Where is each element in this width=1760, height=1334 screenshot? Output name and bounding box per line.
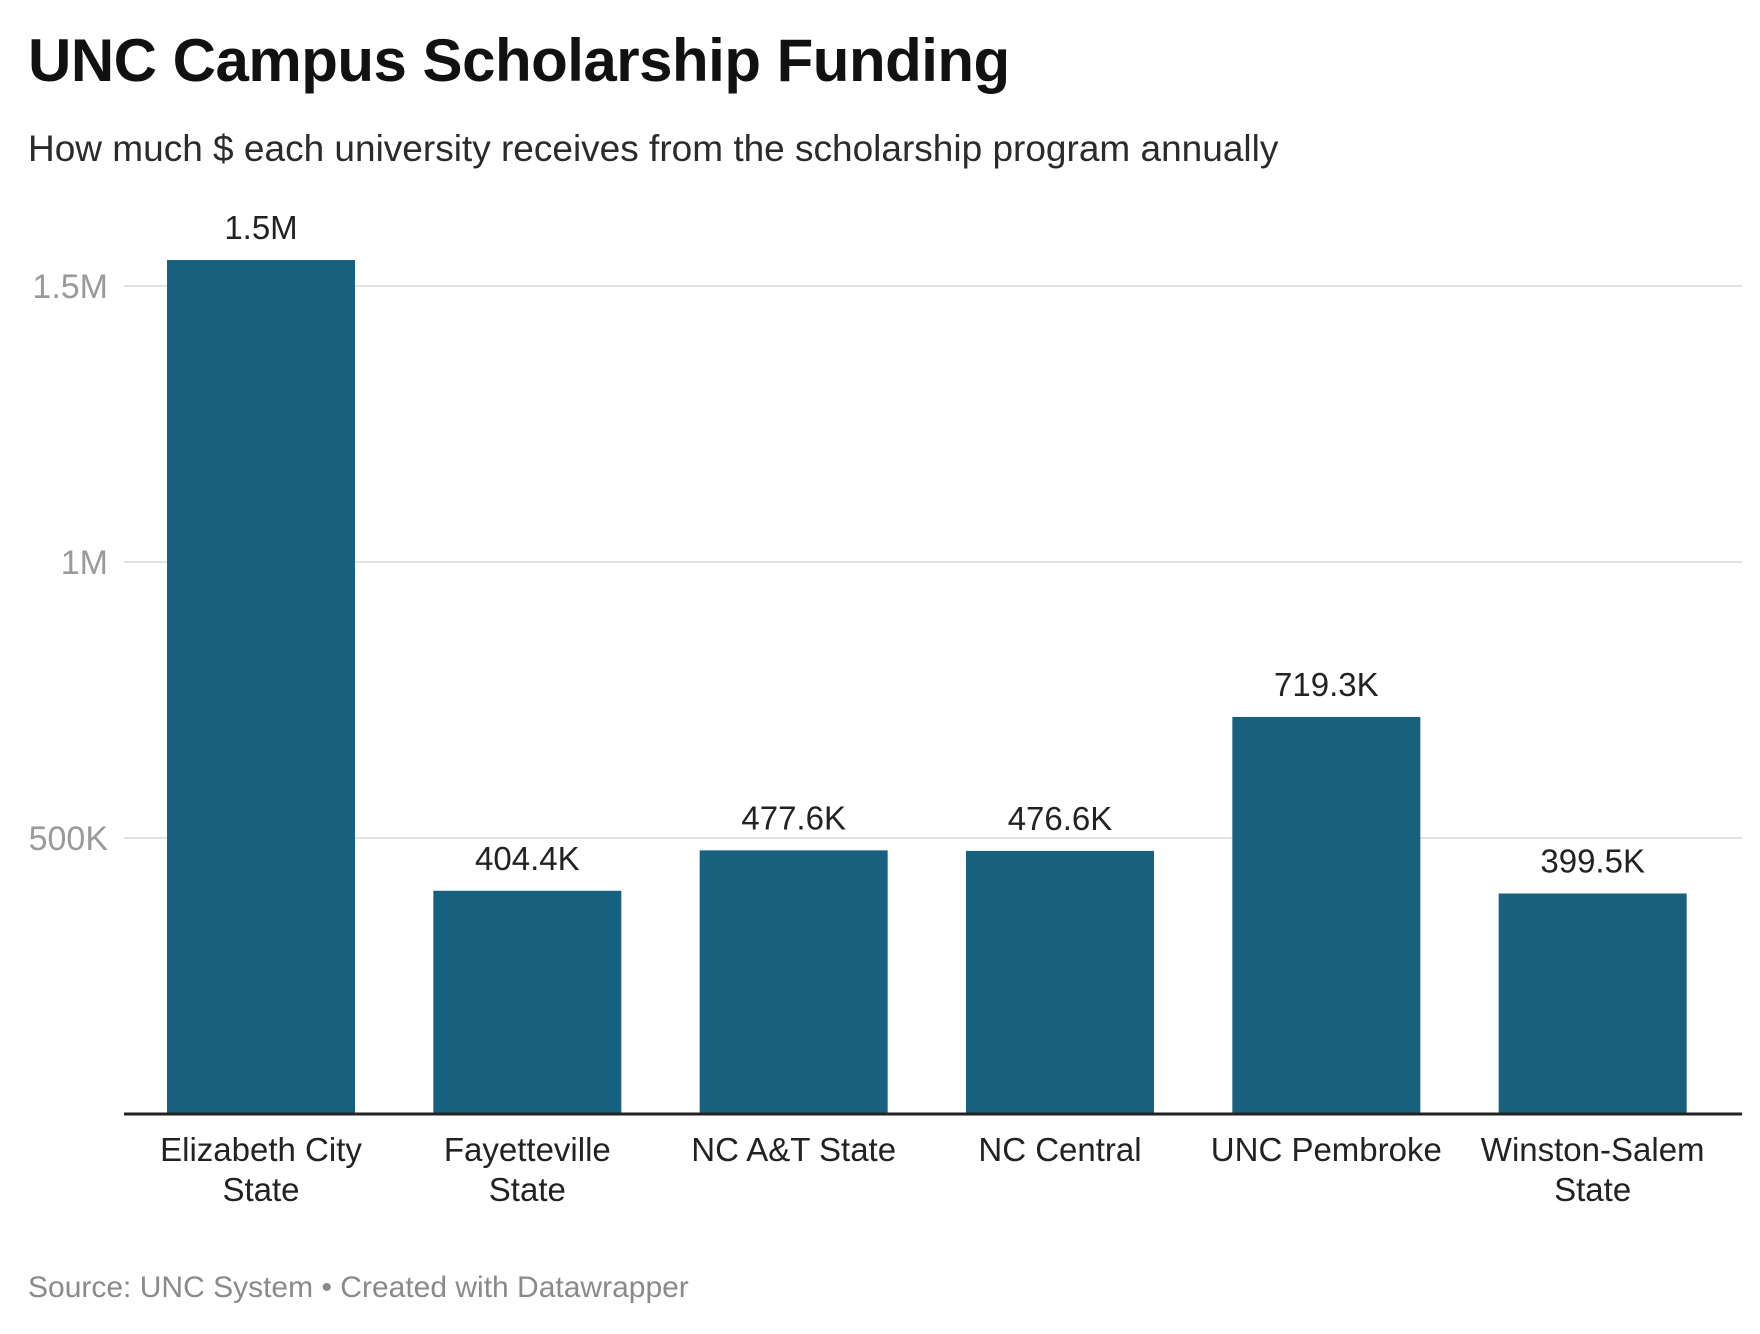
x-tick-label-line: Fayetteville [444, 1131, 611, 1168]
gridlines: 500K 1M 1.5M [29, 268, 1742, 858]
value-label-0: 1.5M [224, 209, 297, 246]
x-tick-label-3: NC Central [978, 1131, 1141, 1168]
chart-subtitle: How much $ each university receives from… [28, 128, 1279, 169]
x-tick-label-line: State [1554, 1171, 1631, 1208]
bar-0[interactable] [167, 260, 355, 1114]
bars [167, 260, 1687, 1114]
value-label-4: 719.3K [1274, 666, 1379, 703]
chart-title: UNC Campus Scholarship Funding [28, 27, 1010, 94]
source-link[interactable]: UNC System [139, 1271, 314, 1304]
value-label-1: 404.4K [475, 840, 580, 877]
y-tick-label-0: 500K [29, 820, 109, 858]
x-tick-label-4: UNC Pembroke [1211, 1131, 1442, 1168]
x-tick-label-5: Winston-Salem State [1481, 1131, 1705, 1208]
value-label-3: 476.6K [1008, 800, 1113, 837]
source-label: Source: [28, 1271, 132, 1304]
bar-2[interactable] [699, 850, 888, 1114]
footer-separator: • [321, 1271, 332, 1304]
x-tick-label-line: State [489, 1171, 566, 1208]
x-tick-label-1: Fayetteville State [444, 1131, 611, 1208]
x-tick-label-line: State [222, 1171, 299, 1208]
value-label-5: 399.5K [1540, 842, 1645, 879]
x-tick-label-line: NC Central [978, 1131, 1141, 1168]
bar-4[interactable] [1232, 716, 1421, 1114]
chart-footer: Source: UNC System • Created with Datawr… [28, 1271, 689, 1305]
x-tick-label-line: Winston-Salem [1481, 1131, 1705, 1168]
value-label-2: 477.6K [741, 799, 846, 836]
x-tick-label-0: Elizabeth City State [160, 1131, 362, 1208]
bar-3[interactable] [966, 850, 1154, 1114]
x-tick-label-line: UNC Pembroke [1211, 1131, 1442, 1168]
y-tick-label-2: 1.5M [32, 268, 108, 306]
x-tick-label-line: Elizabeth City [160, 1131, 362, 1168]
x-tick-label-line: NC A&T State [691, 1131, 896, 1168]
y-tick-label-1: 1M [61, 544, 108, 582]
bar-1[interactable] [433, 890, 622, 1114]
x-tick-label-2: NC A&T State [691, 1131, 896, 1168]
datawrapper-credit-link[interactable]: Created with Datawrapper [340, 1271, 689, 1304]
value-labels: 1.5M 404.4K 477.6K 476.6K 719.3K 399.5K [224, 209, 1645, 879]
bar-5[interactable] [1498, 893, 1687, 1114]
